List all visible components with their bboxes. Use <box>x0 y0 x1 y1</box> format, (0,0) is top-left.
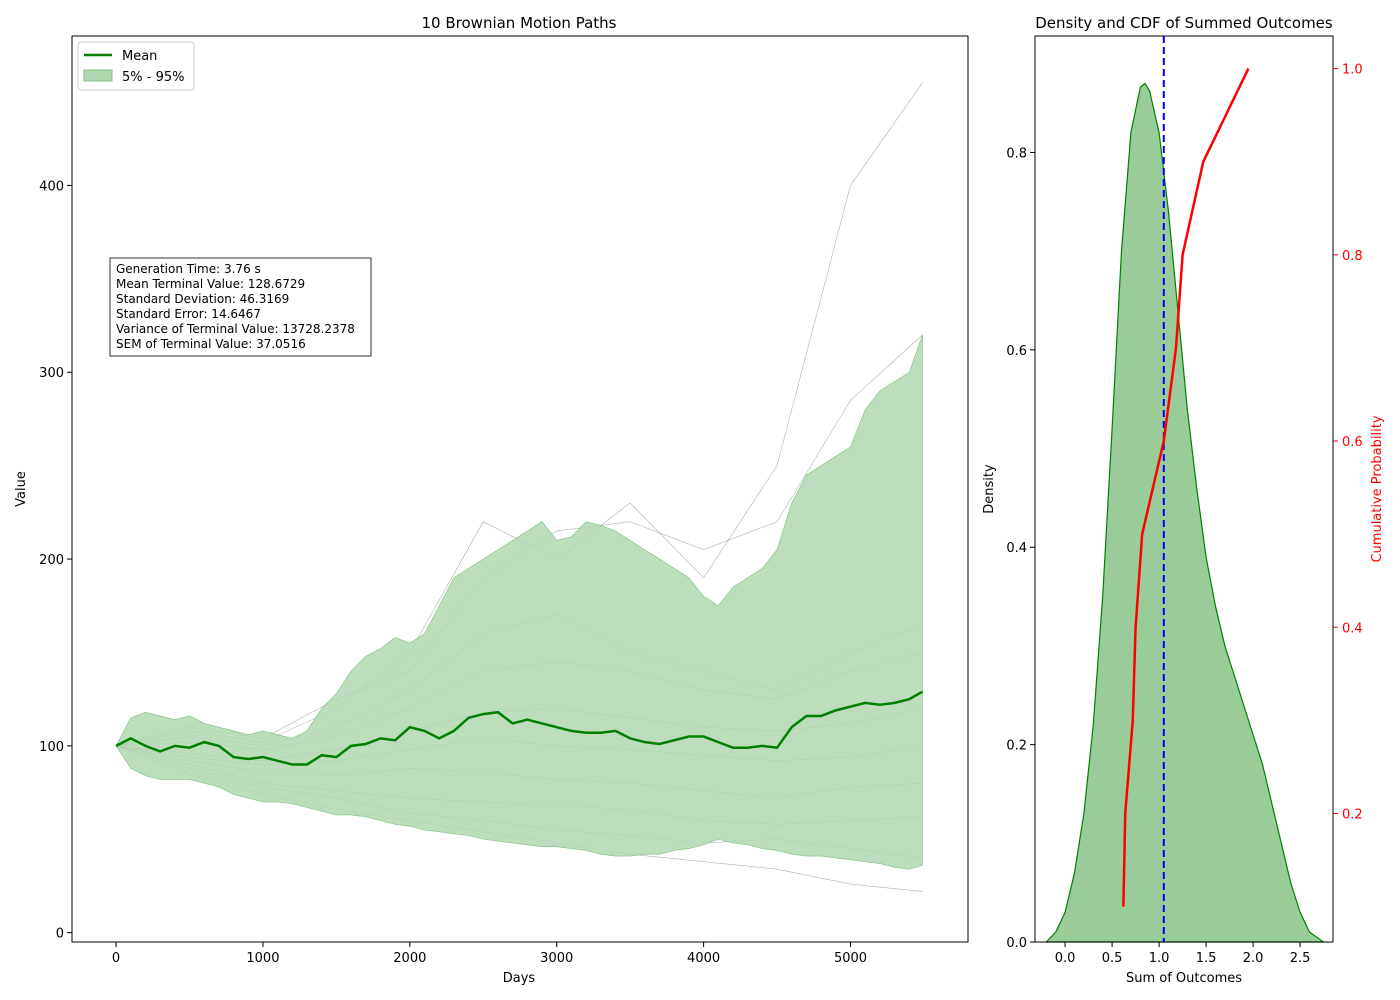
left-x-tick-label: 0 <box>112 951 120 966</box>
right-y2-axis-label: Cumulative Probability <box>1370 415 1385 562</box>
right-y2-ticks: 0.2 0.4 0.6 0.8 1.0 <box>1333 63 1363 823</box>
stats-sem: SEM of Terminal Value: 37.0516 <box>116 337 306 351</box>
stats-std-dev: Standard Deviation: 46.3169 <box>116 292 289 306</box>
right-x-tick-label: 2.5 <box>1290 951 1311 966</box>
right-axes-frame <box>1034 35 1334 943</box>
stats-generation-time: Generation Time: 3.76 s <box>116 262 261 276</box>
right-y-tick-label: 0.0 <box>1006 936 1027 951</box>
left-x-ticks: 0 1000 2000 3000 4000 5000 <box>112 942 867 966</box>
left-axes-frame <box>71 35 969 943</box>
right-x-tick-label: 1.0 <box>1149 951 1170 966</box>
right-x-ticks: 0.0 0.5 1.0 1.5 2.0 2.5 <box>1055 942 1311 966</box>
left-y-tick-label: 100 <box>39 740 64 755</box>
right-y-tick-label: 0.6 <box>1006 344 1027 359</box>
left-x-tick-label: 3000 <box>540 951 573 966</box>
left-x-tick-label: 4000 <box>687 951 720 966</box>
left-chart-title: 10 Brownian Motion Paths <box>422 14 617 32</box>
legend-mean-label: Mean <box>122 49 157 64</box>
left-y-axis-label: Value <box>14 471 29 507</box>
right-y-axis-label: Density <box>982 464 997 514</box>
mean-line <box>115 690 924 766</box>
left-y-tick-label: 200 <box>39 553 64 568</box>
left-y-tick-label: 0 <box>56 927 64 942</box>
left-x-tick-label: 5000 <box>834 951 867 966</box>
density-chart: Density and CDF of Summed Outcomes 0.0 0.… <box>982 14 1385 986</box>
right-y2-tick-label: 0.2 <box>1342 808 1363 823</box>
right-y-tick-label: 0.2 <box>1006 739 1027 754</box>
right-y-tick-label: 0.4 <box>1006 541 1027 556</box>
left-y-tick-label: 300 <box>39 366 64 381</box>
right-y2-tick-label: 0.4 <box>1342 621 1363 636</box>
right-y-ticks: 0.0 0.2 0.4 0.6 0.8 <box>1006 146 1035 951</box>
left-y-tick-label: 400 <box>39 179 64 194</box>
right-y2-tick-label: 1.0 <box>1342 63 1363 78</box>
right-x-tick-label: 0.0 <box>1055 951 1076 966</box>
stats-box: Generation Time: 3.76 s Mean Terminal Va… <box>109 257 372 357</box>
right-y2-tick-label: 0.8 <box>1342 249 1363 264</box>
right-y-tick-label: 0.8 <box>1006 146 1027 161</box>
stats-box-frame <box>109 257 372 357</box>
left-x-tick-label: 1000 <box>246 951 279 966</box>
percentile-band <box>115 334 923 870</box>
stats-std-error: Standard Error: 14.6467 <box>116 307 261 321</box>
right-y2-tick-label: 0.6 <box>1342 435 1363 450</box>
left-x-axis-label: Days <box>503 971 536 986</box>
cdf-line <box>1122 68 1250 907</box>
brownian-chart: 10 Brownian Motion Paths 0 1000 2000 3000 40… <box>14 14 969 986</box>
left-x-tick-label: 2000 <box>393 951 426 966</box>
left-legend: Mean 5% - 95% <box>77 41 195 91</box>
right-x-tick-label: 2.0 <box>1243 951 1264 966</box>
left-y-ticks: 0 100 200 300 400 <box>39 179 72 942</box>
right-chart-title: Density and CDF of Summed Outcomes <box>1035 14 1333 32</box>
legend-band-label: 5% - 95% <box>122 70 184 85</box>
stats-mean-terminal: Mean Terminal Value: 128.6729 <box>116 277 305 291</box>
legend-band-swatch <box>83 69 113 82</box>
right-x-tick-label: 1.5 <box>1196 951 1217 966</box>
density-area <box>1044 82 1326 943</box>
right-x-axis-label: Sum of Outcomes <box>1126 971 1242 986</box>
stats-variance: Variance of Terminal Value: 13728.2378 <box>116 322 355 336</box>
right-x-tick-label: 0.5 <box>1102 951 1123 966</box>
